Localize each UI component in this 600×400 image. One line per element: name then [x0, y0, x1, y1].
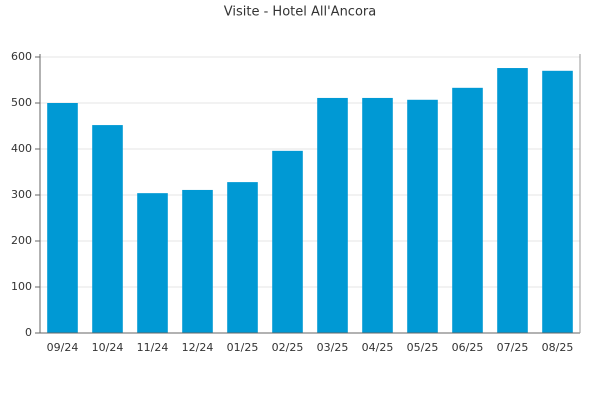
- x-tick-label: 06/25: [452, 341, 484, 354]
- y-tick-label: 400: [11, 142, 32, 155]
- y-tick-label: 0: [25, 326, 32, 339]
- x-tick-label: 03/25: [317, 341, 349, 354]
- x-tick-label: 02/25: [272, 341, 304, 354]
- bar: [137, 193, 168, 333]
- x-tick-label: 08/25: [542, 341, 574, 354]
- bar: [317, 97, 348, 333]
- x-tick-label: 05/25: [407, 341, 439, 354]
- y-tick-label: 200: [11, 234, 32, 247]
- y-tick-label: 500: [11, 96, 32, 109]
- y-tick-label: 300: [11, 188, 32, 201]
- bar: [92, 125, 123, 333]
- bar: [362, 97, 393, 333]
- y-tick-label: 600: [11, 50, 32, 63]
- x-tick-label: 01/25: [227, 341, 259, 354]
- bar: [182, 189, 213, 333]
- bar: [542, 70, 573, 334]
- x-tick-label: 07/25: [497, 341, 529, 354]
- x-tick-label: 09/24: [47, 341, 79, 354]
- bar: [452, 87, 483, 333]
- bar: [497, 68, 528, 333]
- x-tick-label: 12/24: [182, 341, 214, 354]
- bar: [227, 182, 258, 333]
- x-tick-label: 10/24: [92, 341, 124, 354]
- chart-title: Visite - Hotel All'Ancora: [224, 5, 376, 20]
- x-tick-label: 04/25: [362, 341, 394, 354]
- x-tick-label: 11/24: [137, 341, 169, 354]
- y-tick-label: 100: [11, 280, 32, 293]
- bar: [47, 103, 78, 333]
- bar: [407, 99, 438, 333]
- bar: [272, 150, 303, 333]
